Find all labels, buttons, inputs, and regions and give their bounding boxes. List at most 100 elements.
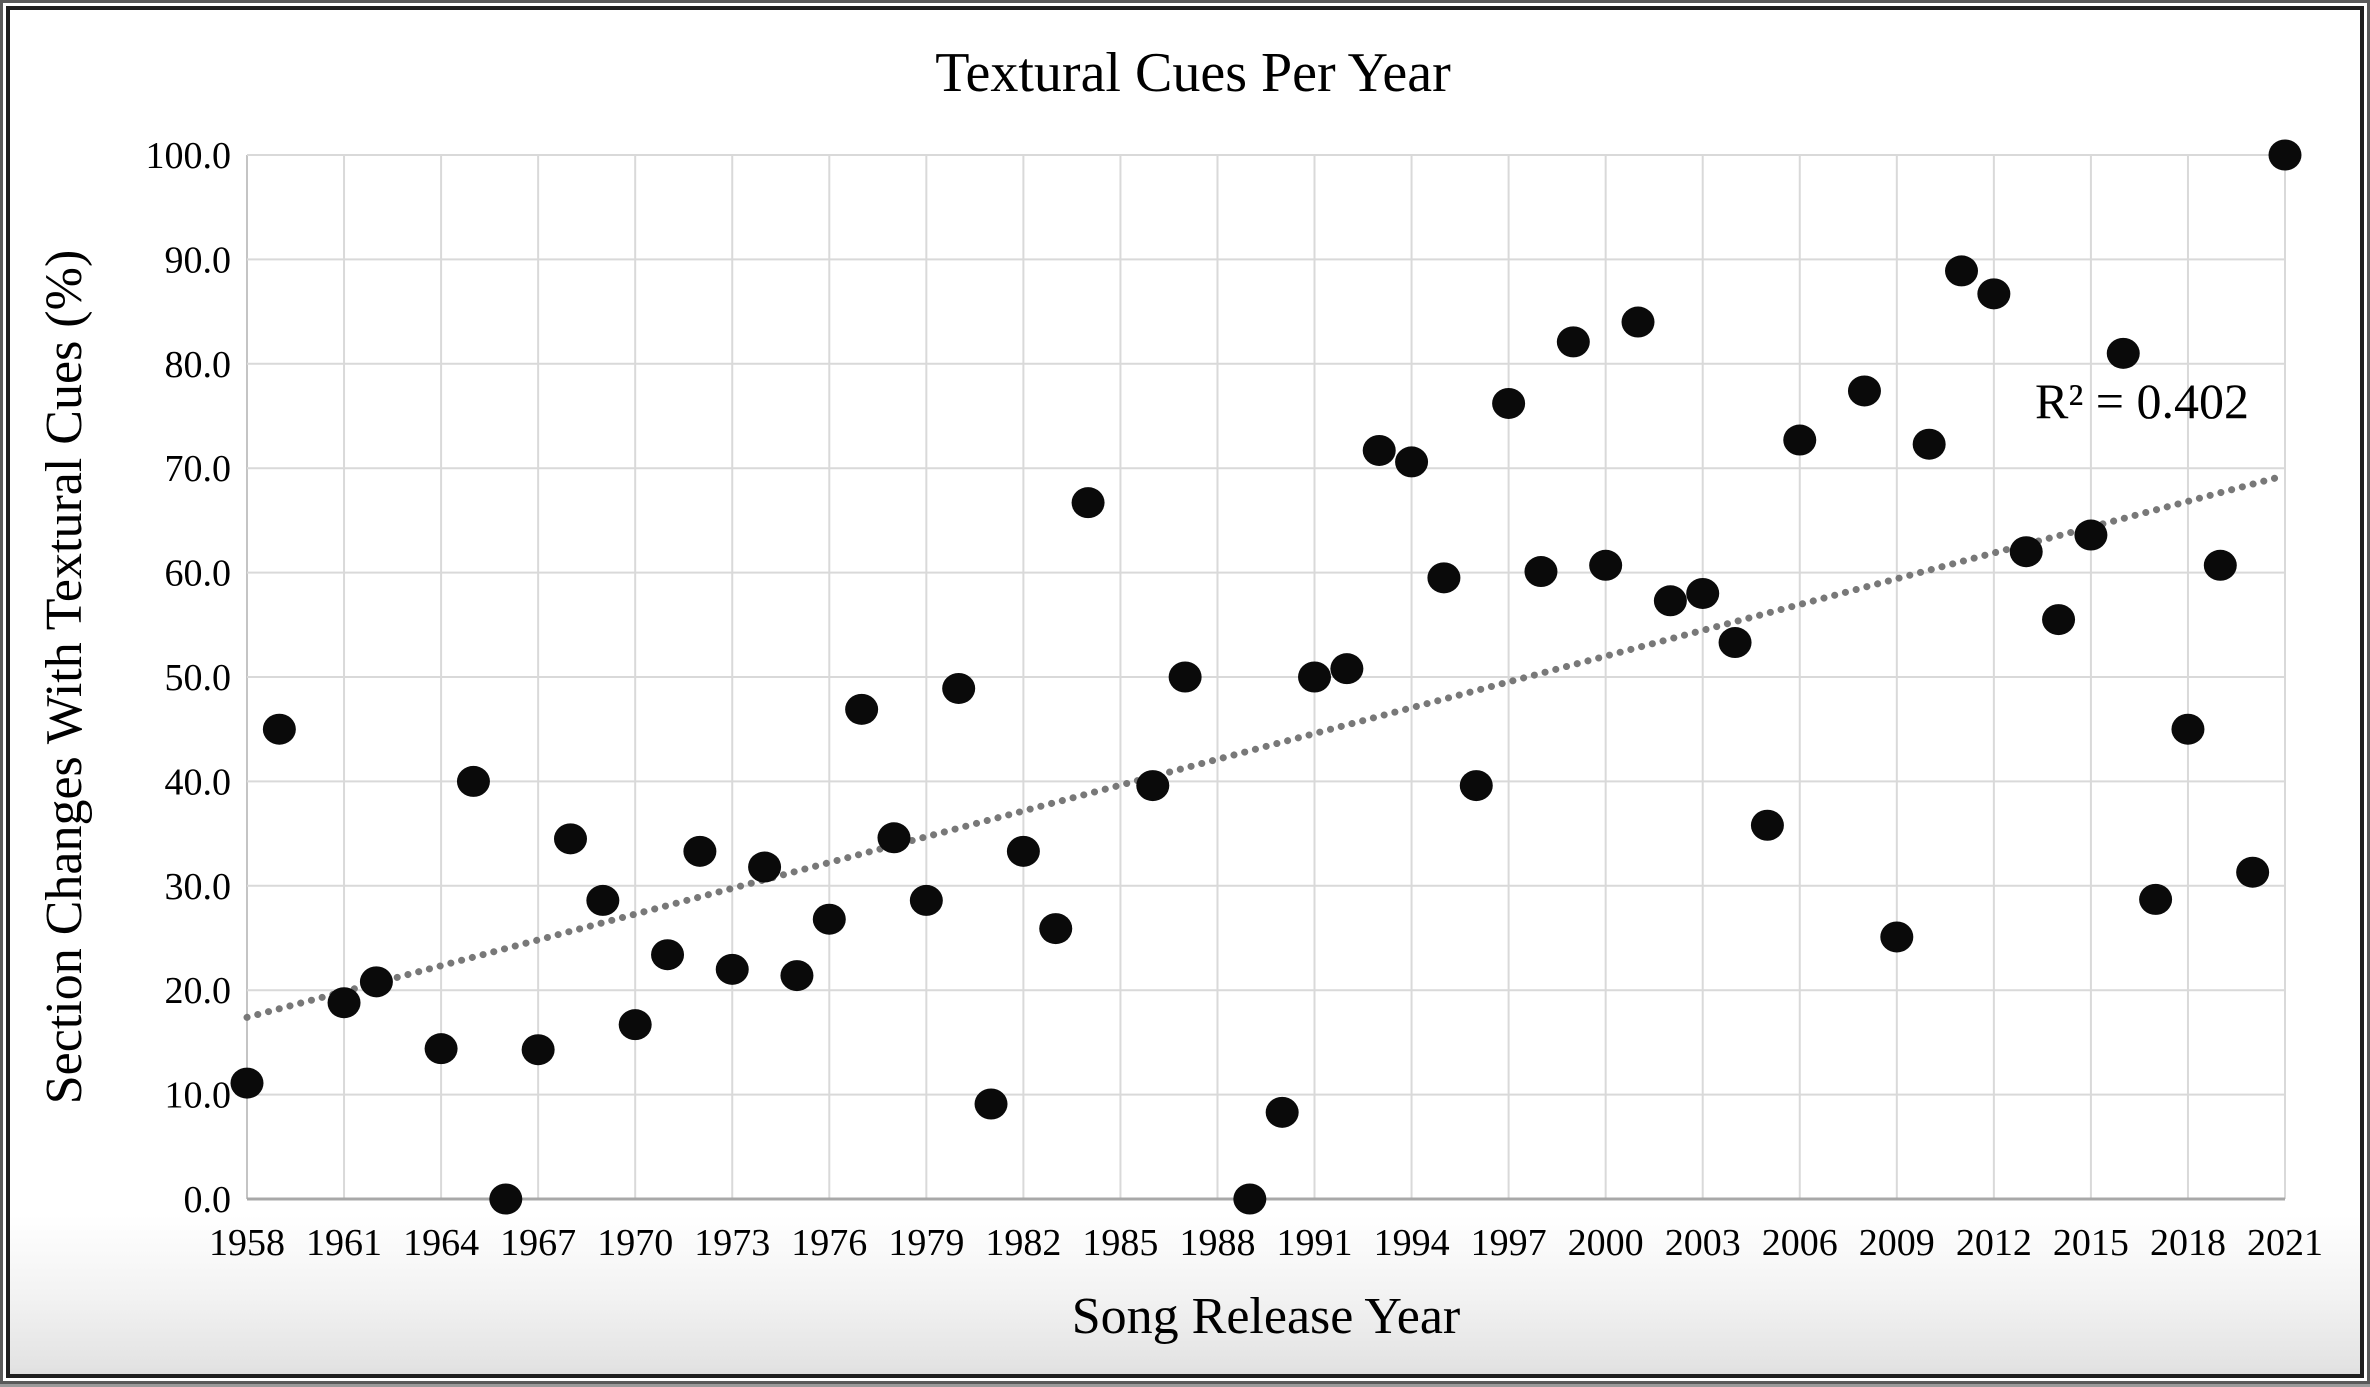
x-tick-label: 1991: [1277, 1222, 1353, 1264]
data-point: [230, 1067, 264, 1099]
data-point: [715, 953, 749, 985]
data-point: [1750, 809, 1784, 841]
data-point: [521, 1034, 555, 1066]
y-tick-label: 90.0: [165, 239, 232, 281]
data-point: [1330, 653, 1364, 685]
data-point: [553, 823, 587, 855]
y-tick-label: 10.0: [165, 1075, 232, 1117]
data-point: [2203, 549, 2237, 581]
x-tick-label: 1982: [985, 1222, 1061, 1264]
data-point: [780, 960, 814, 992]
data-point: [1686, 577, 1720, 609]
x-tick-label: 2000: [1568, 1222, 1644, 1264]
data-point: [2009, 536, 2043, 568]
data-point: [1265, 1096, 1299, 1128]
axis-tick-labels: 1958 1961 1964 1967 1970 1973 1976 1979 1982 1985…: [146, 135, 2324, 1264]
data-point: [1977, 278, 2011, 310]
x-tick-label: 2018: [2150, 1222, 2226, 1264]
data-point: [456, 765, 490, 797]
data-point: [2139, 883, 2173, 915]
y-tick-label: 80.0: [165, 344, 232, 386]
x-tick-label: 2015: [2053, 1222, 2129, 1264]
data-points: [230, 139, 2302, 1215]
data-point: [1492, 387, 1526, 419]
data-point: [1847, 375, 1881, 407]
y-tick-label: 30.0: [165, 866, 232, 908]
y-axis-title: Section Changes With Textural Cues (%): [36, 250, 93, 1105]
y-tick-label: 20.0: [165, 970, 232, 1012]
data-point: [1298, 661, 1332, 693]
y-tick-label: 60.0: [165, 553, 232, 595]
x-tick-label: 1967: [500, 1222, 576, 1264]
data-point: [586, 884, 620, 916]
data-point: [1071, 487, 1105, 519]
data-point: [1524, 556, 1558, 588]
x-tick-label: 1997: [1471, 1222, 1547, 1264]
data-point: [812, 903, 846, 935]
data-point: [1556, 326, 1590, 358]
x-tick-label: 2021: [2247, 1222, 2323, 1264]
data-point: [1945, 255, 1979, 287]
data-point: [2268, 139, 2302, 171]
x-tick-label: 1979: [888, 1222, 964, 1264]
data-point: [1233, 1183, 1267, 1215]
data-point: [2106, 337, 2140, 369]
y-tick-label: 0.0: [184, 1179, 232, 1221]
data-point: [845, 693, 879, 725]
data-point: [2042, 604, 2076, 636]
data-point: [327, 987, 361, 1019]
data-point: [1880, 921, 1914, 953]
chart-title: Textural Cues Per Year: [935, 42, 1451, 104]
x-tick-label: 1970: [597, 1222, 673, 1264]
data-point: [1718, 627, 1752, 659]
data-point: [2171, 713, 2205, 745]
trendline-dotted: [243, 472, 2289, 1021]
data-point: [618, 1009, 652, 1041]
data-point: [1039, 913, 1073, 945]
data-point: [942, 672, 976, 704]
data-point: [1653, 585, 1687, 617]
x-tick-label: 1961: [306, 1222, 382, 1264]
data-point: [1589, 549, 1623, 581]
y-tick-label: 70.0: [165, 448, 232, 490]
x-tick-label: 1976: [791, 1222, 867, 1264]
data-point: [1395, 446, 1429, 478]
x-tick-label: 2012: [1956, 1222, 2032, 1264]
gridlines: [246, 154, 2286, 1201]
data-point: [1621, 306, 1655, 338]
y-tick-label: 50.0: [165, 657, 232, 699]
x-axis-title: Song Release Year: [1072, 1288, 1461, 1345]
data-point: [877, 822, 911, 854]
data-point: [2074, 519, 2108, 551]
x-tick-label: 1964: [403, 1222, 479, 1264]
data-point: [424, 1033, 458, 1065]
x-tick-label: 1973: [694, 1222, 770, 1264]
data-point: [683, 835, 717, 867]
r-squared-annotation: R² = 0.402: [2035, 373, 2249, 429]
x-tick-label: 2006: [1762, 1222, 1838, 1264]
data-point: [2236, 856, 2270, 888]
data-point: [1168, 661, 1202, 693]
x-tick-label: 2009: [1859, 1222, 1935, 1264]
x-tick-label: 1985: [1082, 1222, 1158, 1264]
trendline: [243, 472, 2289, 1021]
x-tick-label: 1994: [1374, 1222, 1450, 1264]
data-point: [262, 713, 296, 745]
data-point: [1136, 770, 1170, 802]
scatter-chart: 1958 1961 1964 1967 1970 1973 1976 1979 1982 1985…: [36, 42, 2324, 1345]
data-point: [1427, 562, 1461, 594]
data-point: [359, 966, 393, 998]
data-point: [974, 1088, 1008, 1120]
data-point: [1362, 434, 1396, 466]
x-tick-label: 1988: [1179, 1222, 1255, 1264]
data-point: [1912, 428, 1946, 460]
data-point: [748, 851, 782, 883]
data-point: [909, 884, 943, 916]
y-tick-label: 100.0: [146, 135, 232, 177]
y-tick-label: 40.0: [165, 761, 232, 803]
data-point: [1783, 424, 1817, 456]
data-point: [1006, 835, 1040, 867]
x-tick-label: 1958: [209, 1222, 285, 1264]
data-point: [1459, 770, 1493, 802]
